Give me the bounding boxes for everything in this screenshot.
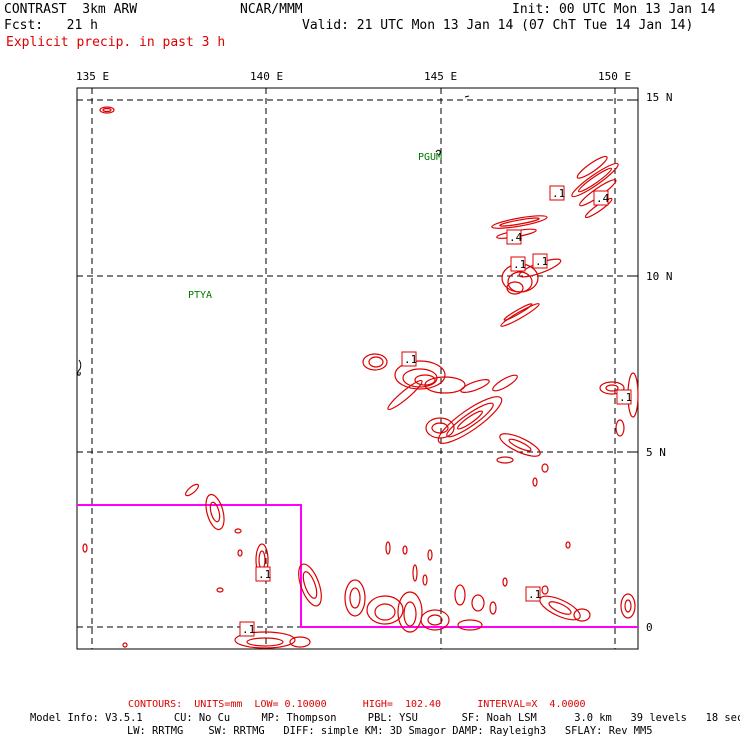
contour-label: .4 (596, 192, 610, 205)
station-ptya: PTYA (188, 290, 213, 301)
contour-label: .1 (258, 568, 272, 581)
contour-label: .4 (509, 231, 523, 244)
valid-time: Valid: 21 UTC Mon 13 Jan 14 (07 ChT Tue … (302, 18, 694, 33)
map-frame (76, 87, 639, 650)
precip-cluster-south (122, 541, 636, 649)
contour-info: CONTOURS: UNITS=mm LOW= 0.10000 HIGH= 10… (128, 699, 586, 710)
lon-label-140: 140 E (250, 70, 284, 83)
model-title: CONTRAST 3km ARW (4, 2, 138, 17)
forecast-hour: Fcst: 21 h (4, 18, 98, 33)
lat-label-5n: 5 N (646, 446, 666, 459)
contour-label: .1 (513, 258, 527, 271)
model-info-line-1: Model Info: V3.5.1 CU: No Cu MP: Thompso… (30, 712, 740, 724)
contour-label: .1 (619, 391, 633, 404)
precip-cluster-sw (82, 483, 269, 593)
lon-label-145: 145 E (424, 70, 458, 83)
lon-label-135: 135 E (76, 70, 110, 83)
contour-label: .1 (242, 623, 256, 636)
precip-cluster-central (362, 353, 549, 487)
coastline-island (464, 95, 470, 98)
station-pgum: PGUM (418, 152, 443, 163)
contour-label: .1 (404, 353, 418, 366)
coastline-palau (77, 359, 82, 376)
lon-label-150: 150 E (598, 70, 632, 83)
lat-label-15n: 15 N (646, 91, 673, 104)
precip-cell (99, 106, 115, 114)
model-info-line-2: LW: RRTMG SW: RRTMG DIFF: simple KM: 3D … (127, 725, 653, 737)
contour-label: .1 (528, 588, 542, 601)
lat-label-10n: 10 N (646, 270, 673, 283)
contour-label: .1 (552, 187, 566, 200)
org-label: NCAR/MMM (240, 2, 303, 17)
coastline-guam (435, 149, 441, 156)
coastlines (77, 95, 470, 376)
contour-label: .1 (535, 255, 549, 268)
lat-lon-grid (77, 88, 638, 649)
precip-cluster-ne (571, 155, 619, 219)
lat-label-0: 0 (646, 621, 653, 634)
init-time: Init: 00 UTC Mon 13 Jan 14 (512, 2, 716, 17)
precip-cluster-10n (500, 258, 562, 327)
contour-label-boxes (239, 185, 632, 637)
precip-cell (102, 107, 112, 113)
precip-contours (82, 106, 639, 649)
field-title: Explicit precip. in past 3 h (6, 35, 226, 50)
